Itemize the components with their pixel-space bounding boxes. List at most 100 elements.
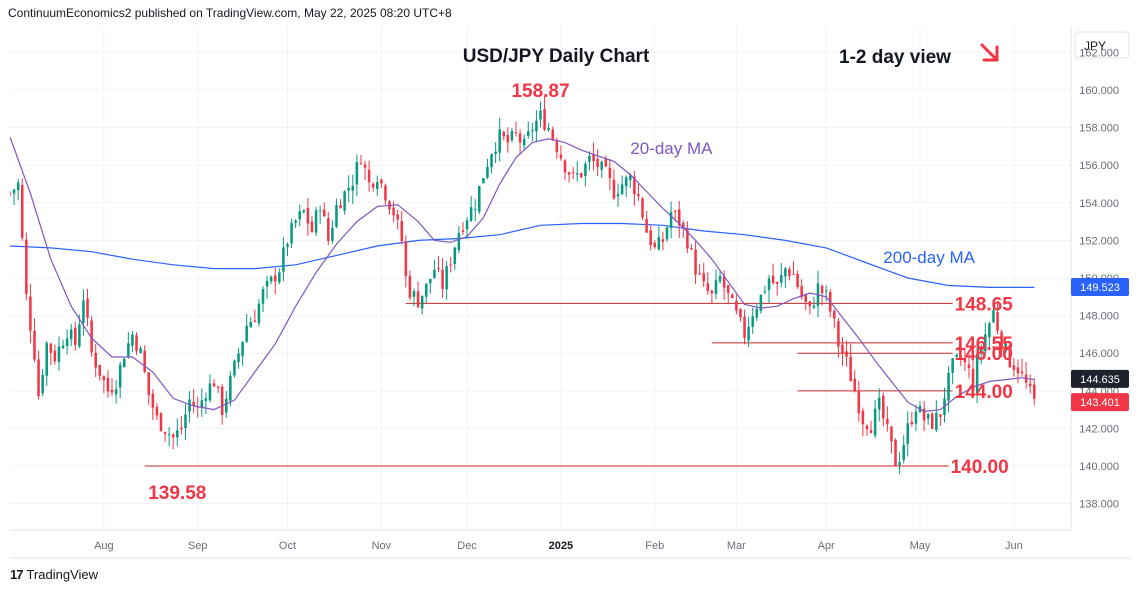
candle-body <box>359 163 363 165</box>
candle <box>653 240 657 250</box>
price-axis[interactable]: 138.000140.000142.000144.000146.000148.0… <box>1079 47 1119 510</box>
candle-body <box>600 161 603 170</box>
candle-body <box>12 189 16 194</box>
candle <box>114 380 118 404</box>
candle <box>588 151 591 171</box>
candle-body <box>147 372 151 395</box>
candle-body <box>437 268 440 270</box>
tradingview-footer[interactable]: 17 TradingView <box>10 567 98 582</box>
candle <box>74 321 77 351</box>
candle-body <box>780 274 783 283</box>
candlestick-series <box>10 95 1036 475</box>
candle <box>714 269 718 300</box>
candle-body <box>69 329 73 340</box>
candle-body <box>380 179 383 184</box>
candle <box>102 375 106 394</box>
candle <box>490 153 493 174</box>
candle-body <box>376 182 379 189</box>
candle-body <box>563 160 567 173</box>
candle-body <box>1016 367 1020 374</box>
ma200-line <box>10 222 1035 288</box>
candle-body <box>796 273 799 287</box>
candle-body <box>327 218 330 242</box>
y-tick-label: 158.000 <box>1079 123 1119 135</box>
candle <box>16 178 20 201</box>
candle-body <box>212 383 216 387</box>
candle-body <box>482 178 485 184</box>
candle-body <box>404 241 408 277</box>
candle <box>1012 358 1016 377</box>
candle <box>25 232 28 301</box>
candle <box>335 198 338 229</box>
candle-body <box>841 344 844 354</box>
candle <box>971 358 975 395</box>
candle <box>147 372 151 405</box>
candle-body <box>882 395 885 419</box>
candle <box>45 341 48 386</box>
candle <box>306 198 310 236</box>
candle-body <box>743 316 746 338</box>
candle-body <box>473 208 477 210</box>
candle <box>10 191 12 197</box>
candle-body <box>906 423 910 444</box>
candle-body <box>1008 345 1012 368</box>
candle-body <box>135 335 138 352</box>
candle-body <box>955 354 959 357</box>
candle-body <box>706 283 710 291</box>
candle-body <box>139 348 142 354</box>
support-resistance-levels <box>144 302 953 467</box>
candle <box>930 412 934 430</box>
publisher-header: ContinuumEconomics2 published on Trading… <box>8 6 452 20</box>
candle <box>461 222 465 236</box>
currency-box[interactable] <box>1074 31 1130 59</box>
candle <box>784 266 787 289</box>
candle <box>53 344 57 365</box>
candle <box>780 262 783 288</box>
candle-body <box>98 364 102 376</box>
ma20-line <box>10 136 1035 413</box>
time-axis[interactable]: Aug Sep Oct Nov Dec 2025 Feb Mar Apr May Jun <box>94 540 1023 552</box>
candle-body <box>951 358 954 373</box>
candle <box>571 166 575 180</box>
candle-body <box>204 398 208 401</box>
candle-body <box>604 159 608 167</box>
candle <box>910 412 914 427</box>
candle-body <box>461 230 465 232</box>
candle <box>188 391 191 423</box>
candle-body <box>86 298 89 318</box>
candle-body <box>257 303 261 324</box>
candle-body <box>922 408 926 421</box>
candle-body <box>575 173 579 175</box>
candle-body <box>122 358 126 368</box>
candle-body <box>457 233 461 251</box>
candle <box>286 242 289 257</box>
candle <box>857 380 861 422</box>
candle <box>37 350 40 400</box>
candle-body <box>143 350 146 372</box>
candle-body <box>930 413 934 429</box>
candle-body <box>171 434 175 438</box>
candle-body <box>273 275 277 282</box>
candle <box>967 354 971 379</box>
candle <box>478 185 481 215</box>
candle <box>922 400 926 432</box>
candle <box>955 352 959 361</box>
candle-body <box>808 301 812 307</box>
candle <box>698 264 701 276</box>
candle-body <box>265 280 269 287</box>
level-label: 146.55 <box>955 334 1014 355</box>
candle <box>273 267 277 295</box>
candle-body <box>10 193 12 195</box>
candle-body <box>967 364 971 369</box>
candle <box>731 293 734 299</box>
candle <box>380 178 383 189</box>
candle <box>200 388 204 417</box>
candle-body <box>559 154 563 159</box>
candle-body <box>522 138 526 146</box>
candle <box>429 278 432 294</box>
candle <box>645 211 648 233</box>
candle <box>812 296 816 310</box>
candle-body <box>539 110 542 120</box>
candle <box>396 209 399 230</box>
